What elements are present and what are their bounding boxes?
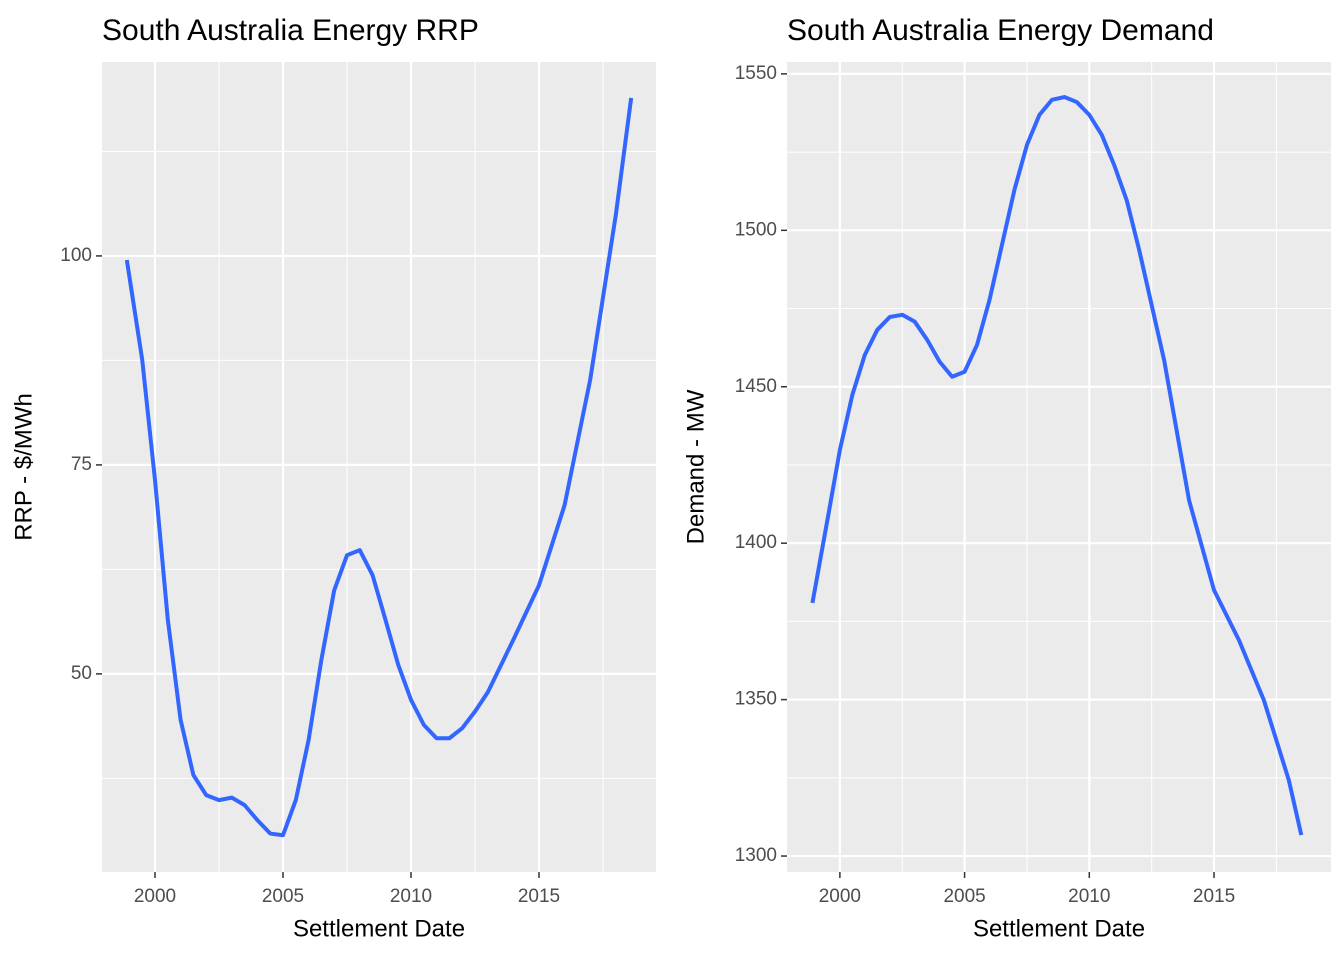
chart-title: South Australia Energy Demand xyxy=(787,14,1214,47)
x-tick-label: 2000 xyxy=(134,886,176,907)
y-tick-label: 1400 xyxy=(735,532,777,553)
x-tick-label: 2015 xyxy=(518,886,560,907)
x-tick-label: 2005 xyxy=(943,886,985,907)
data-line xyxy=(810,95,1304,836)
y-tick-label: 1550 xyxy=(735,63,777,84)
x-tick-label: 2005 xyxy=(262,886,304,907)
y-tick-label: 1300 xyxy=(735,845,777,866)
y-tick-label: 75 xyxy=(71,454,92,475)
y-axis-title: Demand - MW xyxy=(682,389,709,544)
panel-background xyxy=(102,62,656,872)
y-tick-label: 1450 xyxy=(735,376,777,397)
panel-background xyxy=(787,62,1331,872)
x-tick-label: 2010 xyxy=(1068,886,1110,907)
y-tick-label: 1500 xyxy=(735,219,777,240)
x-axis-title: Settlement Date xyxy=(293,915,465,942)
data-line xyxy=(124,97,634,838)
y-tick-label: 1350 xyxy=(735,689,777,710)
chart-title: South Australia Energy RRP xyxy=(102,14,479,47)
x-tick-label: 2000 xyxy=(819,886,861,907)
x-tick-label: 2015 xyxy=(1193,886,1235,907)
y-tick-label: 100 xyxy=(60,245,92,266)
x-axis-title: Settlement Date xyxy=(973,915,1145,942)
y-tick-label: 50 xyxy=(71,663,92,684)
x-tick-label: 2010 xyxy=(390,886,432,907)
y-axis-title: RRP - $/MWh xyxy=(10,393,37,541)
